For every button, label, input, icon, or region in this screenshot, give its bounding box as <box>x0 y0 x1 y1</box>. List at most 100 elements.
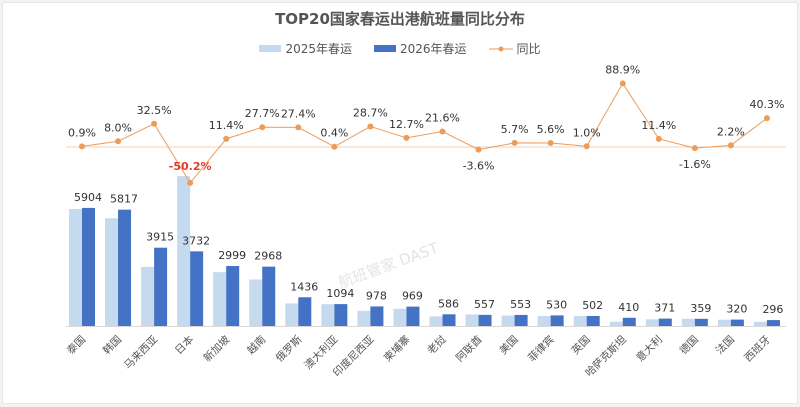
yoy-point-6 <box>295 124 302 131</box>
bar-2025-11 <box>465 314 479 326</box>
x-tick-label-4: 新加坡 <box>201 333 233 365</box>
bar-2026-10 <box>442 314 456 326</box>
bar-label-2026-2: 3915 <box>146 231 174 244</box>
x-tick-label-5: 越南 <box>244 333 268 357</box>
yoy-label-7: 0.4% <box>320 127 348 140</box>
bar-label-2026-17: 359 <box>690 302 711 315</box>
x-tick-label-11: 阿联酋 <box>453 333 484 364</box>
yoy-label-1: 8.0% <box>104 121 132 134</box>
bar-2025-7 <box>321 304 335 326</box>
bar-label-2026-13: 530 <box>546 298 567 311</box>
x-tick-label-14: 英国 <box>569 333 593 357</box>
bar-2025-16 <box>645 319 659 326</box>
legend-line-icon <box>488 46 513 51</box>
bar-label-2026-12: 553 <box>510 298 531 311</box>
yoy-point-8 <box>367 123 374 130</box>
x-tick-label-13: 菲律宾 <box>525 333 556 364</box>
bar-2026-6 <box>298 297 312 326</box>
bar-2026-7 <box>334 304 348 326</box>
bar-label-2026-6: 1436 <box>290 280 318 293</box>
yoy-label-8: 28.7% <box>353 106 388 119</box>
yoy-label-5: 27.7% <box>245 107 280 120</box>
bar-label-2026-1: 5817 <box>110 193 138 206</box>
yoy-point-2 <box>151 120 158 127</box>
x-tick-label-10: 老挝 <box>425 333 449 357</box>
x-tick-label-17: 德国 <box>677 333 701 357</box>
x-tick-label-16: 意大利 <box>633 333 664 364</box>
bar-2026-4 <box>226 266 240 326</box>
yoy-label-0: 0.9% <box>68 126 96 139</box>
x-tick-label-12: 美国 <box>497 333 521 357</box>
bar-2025-12 <box>501 315 515 326</box>
bar-2026-13 <box>550 315 564 326</box>
bar-label-2026-5: 2968 <box>254 250 282 263</box>
bar-2026-1 <box>118 209 132 326</box>
bar-2026-12 <box>514 314 528 326</box>
yoy-line <box>81 82 768 184</box>
bar-label-2026-14: 502 <box>582 299 603 312</box>
yoy-label-16: 11.4% <box>641 119 676 132</box>
x-tick-label-6: 俄罗斯 <box>273 333 305 365</box>
bar-2025-14 <box>573 316 587 326</box>
x-tick-label-9: 柬埔寨 <box>381 333 413 365</box>
bar-label-2026-7: 1094 <box>326 287 354 300</box>
yoy-label-6: 27.4% <box>281 107 316 120</box>
bar-2025-5 <box>249 279 263 326</box>
x-tick-label-18: 法国 <box>713 333 737 357</box>
legend-swatch-2026 <box>373 45 396 52</box>
bar-2026-5 <box>262 266 276 326</box>
yoy-point-16 <box>655 135 662 142</box>
yoy-point-9 <box>403 134 410 141</box>
yoy-point-5 <box>259 124 266 131</box>
yoy-point-3 <box>187 179 194 186</box>
bar-label-2026-9: 969 <box>402 290 423 303</box>
legend-item-yoy[interactable]: 同比 <box>488 40 541 57</box>
bar-2025-19 <box>753 321 767 326</box>
bar-2026-8 <box>370 306 384 326</box>
yoy-label-15: 88.9% <box>605 63 640 76</box>
bar-2026-2 <box>154 247 168 326</box>
yoy-point-0 <box>79 143 85 150</box>
bar-2025-18 <box>717 319 731 326</box>
legend-item-2025[interactable]: 2025年春运 <box>259 40 352 57</box>
yoy-point-4 <box>223 135 230 142</box>
x-tick-label-2: 马来西亚 <box>122 333 161 372</box>
yoy-point-12 <box>511 139 518 146</box>
bar-2025-0 <box>69 208 82 326</box>
yoy-point-18 <box>727 142 734 149</box>
bar-label-2026-11: 557 <box>474 298 495 311</box>
yoy-label-10: 21.6% <box>425 112 460 125</box>
legend-item-2026[interactable]: 2026年春运 <box>373 40 467 57</box>
bar-2026-14 <box>586 315 600 326</box>
bar-2025-4 <box>213 272 227 326</box>
x-tick-label-0: 泰国 <box>64 333 88 357</box>
bar-2025-3 <box>177 176 191 326</box>
yoy-label-4: 11.4% <box>209 119 244 132</box>
yoy-label-2: 32.5% <box>137 104 172 117</box>
bar-2026-18 <box>730 319 744 326</box>
yoy-point-7 <box>331 143 338 150</box>
bar-2025-17 <box>681 318 695 326</box>
yoy-label-14: 1.0% <box>573 126 601 139</box>
bar-label-2026-0: 5904 <box>74 191 102 204</box>
yoy-label-12: 5.7% <box>501 123 529 136</box>
bar-2026-9 <box>406 306 420 326</box>
bar-label-2026-15: 410 <box>618 301 639 314</box>
yoy-point-1 <box>115 138 122 145</box>
bar-2025-2 <box>141 266 155 326</box>
legend-label-2026: 2026年春运 <box>399 42 467 56</box>
bar-label-2026-19: 296 <box>762 303 783 316</box>
bar-label-2026-18: 320 <box>726 303 747 316</box>
bar-2026-17 <box>694 318 708 326</box>
yoy-point-11 <box>475 146 482 153</box>
bar-2026-19 <box>766 320 780 326</box>
bar-2025-1 <box>105 218 119 326</box>
yoy-point-13 <box>547 139 554 146</box>
bar-2025-6 <box>285 303 299 326</box>
bar-2025-8 <box>357 310 371 326</box>
chart-title: TOP20国家春运出港航班量同比分布 <box>275 10 525 28</box>
bar-2026-0 <box>82 207 95 326</box>
yoy-point-10 <box>439 128 446 135</box>
legend: 2025年春运 2026年春运 同比 <box>0 40 800 57</box>
bar-label-2026-8: 978 <box>366 289 387 302</box>
